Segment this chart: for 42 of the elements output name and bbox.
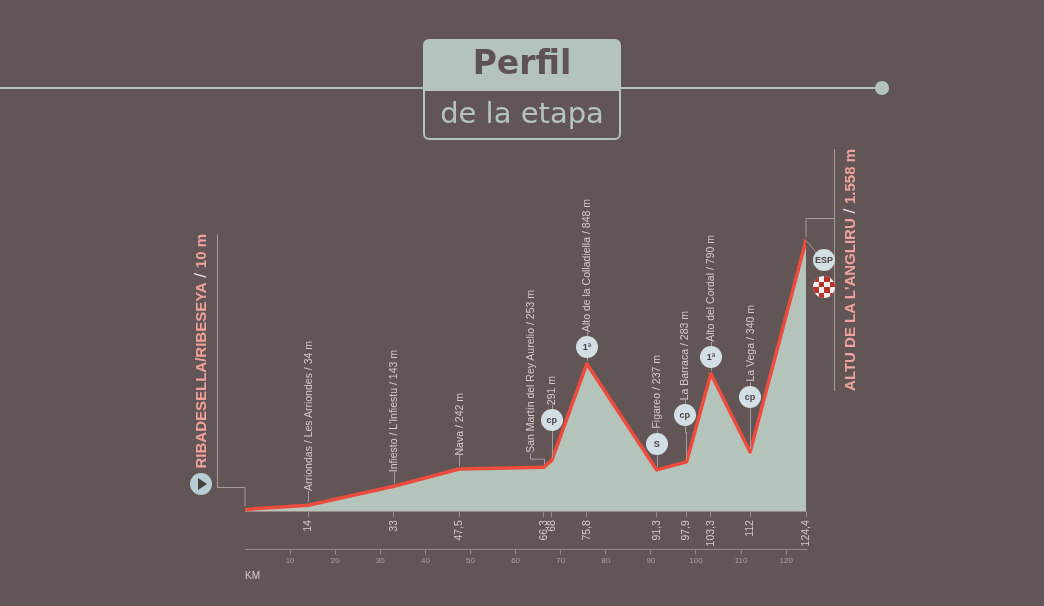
x-tick-label: 14: [301, 519, 314, 532]
data-label: RIBADESELLA/RIBESEYA / 10 m: [191, 234, 210, 469]
x2-tick-label: 120: [779, 556, 794, 566]
data-label: 291 m: [545, 375, 558, 405]
x-tick-label: 66,3: [536, 519, 549, 541]
x2-tick-label: 100: [689, 556, 704, 566]
circle-badge: cp: [540, 408, 563, 431]
data-label: Figareo / 237 m: [650, 355, 663, 430]
data-label: La Barraca / 283 m: [678, 311, 691, 401]
chart-title: Perfil: [471, 42, 573, 84]
data-label: Alto del Cordal / 790 m: [704, 234, 717, 342]
circle-badge: cp: [739, 386, 762, 409]
data-label: Nava / 242 m: [452, 393, 465, 456]
data-label: Alto de la Colladiella / 848 m: [580, 198, 593, 332]
data-label: San Martín del Rey Aurelio / 253 m: [523, 290, 536, 453]
circle-badge: 1ª: [575, 335, 598, 358]
x-tick-label: 33: [386, 519, 399, 532]
circle-badge: cp: [673, 404, 696, 427]
x2-axis-title: KM: [245, 569, 260, 581]
data-label: ALTU DE LA L'ANGLIRU / 1.558 m: [840, 149, 859, 392]
circle-badge: S: [645, 433, 668, 456]
x-tick-label: 47,5: [452, 519, 465, 541]
x2-tick-label: 70: [556, 556, 566, 566]
x-tick-label: 112: [742, 519, 755, 537]
circle-badge: ESP: [813, 249, 835, 272]
x2-tick-label: 110: [734, 556, 748, 566]
x-tick-label: 75,8: [579, 519, 592, 541]
x-tick-label: 124,4: [798, 519, 811, 547]
circle-badge: 1ª: [699, 345, 722, 368]
x2-tick-label: 20: [330, 556, 341, 566]
data-label: Arriondas / Les Arriondes / 34 m: [301, 341, 314, 492]
x-tick-label: 97,9: [679, 519, 692, 541]
x2-tick-label: 50: [466, 556, 476, 566]
x2-tick-label: 10: [285, 556, 296, 566]
x2-tick-label: 30: [375, 556, 386, 566]
chart-subtitle: de la etapa: [439, 95, 605, 132]
x-tick-label: 103,3: [703, 519, 716, 547]
x2-tick-label: 80: [601, 556, 611, 566]
x2-tick-label: 60: [511, 556, 521, 566]
data-label: Infiesto / L'Infiestu / 143 m: [387, 349, 400, 473]
x-tick-label: 91,3: [649, 519, 662, 541]
data-label: La Vega / 340 m: [743, 305, 756, 382]
